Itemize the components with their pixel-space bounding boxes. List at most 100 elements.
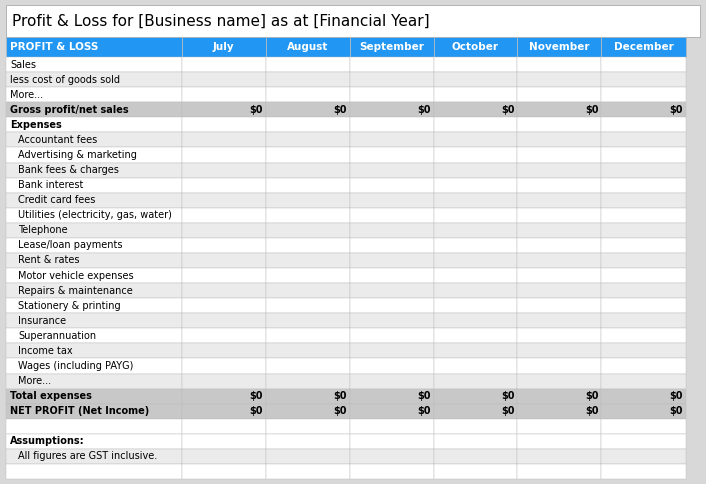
Text: November: November <box>530 42 590 52</box>
Text: Profit & Loss for [Business name] as at [Financial Year]: Profit & Loss for [Business name] as at … <box>12 14 430 29</box>
Bar <box>6 163 181 178</box>
Bar <box>6 464 181 479</box>
Bar <box>349 359 433 374</box>
Text: August: August <box>287 42 328 52</box>
Bar <box>433 313 517 328</box>
Bar <box>602 117 686 132</box>
Bar <box>349 57 433 72</box>
Bar <box>181 102 265 117</box>
Bar <box>517 223 602 238</box>
Text: $0: $0 <box>501 391 515 401</box>
Bar <box>602 464 686 479</box>
Bar <box>517 283 602 298</box>
Bar <box>349 208 433 223</box>
Text: September: September <box>359 42 424 52</box>
Text: Insurance: Insurance <box>18 316 66 326</box>
Bar <box>181 404 265 419</box>
Bar <box>433 193 517 208</box>
Bar <box>517 37 602 57</box>
Bar <box>517 238 602 253</box>
Text: Credit card fees: Credit card fees <box>18 195 95 205</box>
Bar <box>602 57 686 72</box>
Bar <box>6 72 181 87</box>
Bar <box>517 193 602 208</box>
Bar <box>517 117 602 132</box>
Text: PROFIT & LOSS: PROFIT & LOSS <box>10 42 98 52</box>
Bar <box>265 57 349 72</box>
Bar <box>6 87 181 102</box>
Bar <box>265 72 349 87</box>
Bar <box>6 404 181 419</box>
Bar <box>433 464 517 479</box>
Bar <box>517 419 602 434</box>
Text: Utilities (electricity, gas, water): Utilities (electricity, gas, water) <box>18 210 172 220</box>
Bar <box>265 223 349 238</box>
Bar <box>433 328 517 343</box>
Text: Income tax: Income tax <box>18 346 73 356</box>
Bar <box>6 434 181 449</box>
Text: July: July <box>213 42 234 52</box>
Bar <box>181 193 265 208</box>
Bar <box>517 87 602 102</box>
Bar <box>181 178 265 193</box>
Text: $0: $0 <box>669 406 683 416</box>
Bar <box>602 313 686 328</box>
Bar <box>265 343 349 359</box>
Bar <box>265 449 349 464</box>
Bar <box>6 132 181 148</box>
Bar <box>6 208 181 223</box>
Bar <box>181 268 265 283</box>
Text: Lease/loan payments: Lease/loan payments <box>18 241 123 250</box>
Bar <box>6 178 181 193</box>
Bar <box>433 178 517 193</box>
Bar <box>602 268 686 283</box>
Bar <box>517 449 602 464</box>
Text: Motor vehicle expenses: Motor vehicle expenses <box>18 271 133 281</box>
Bar <box>181 208 265 223</box>
Bar <box>181 298 265 313</box>
Text: All figures are GST inclusive.: All figures are GST inclusive. <box>18 452 157 461</box>
Bar <box>349 132 433 148</box>
Bar <box>6 374 181 389</box>
Bar <box>6 57 181 72</box>
Bar <box>433 449 517 464</box>
Bar <box>265 268 349 283</box>
Bar <box>433 389 517 404</box>
Bar <box>181 389 265 404</box>
Bar <box>181 374 265 389</box>
Text: $0: $0 <box>669 391 683 401</box>
Bar <box>6 5 700 37</box>
Bar <box>433 223 517 238</box>
Bar <box>433 208 517 223</box>
Bar <box>349 117 433 132</box>
Bar <box>181 223 265 238</box>
Bar <box>517 359 602 374</box>
Text: $0: $0 <box>585 391 599 401</box>
Bar <box>181 434 265 449</box>
Bar <box>433 37 517 57</box>
Bar <box>349 37 433 57</box>
Bar <box>181 72 265 87</box>
Bar <box>265 313 349 328</box>
Bar <box>181 117 265 132</box>
Text: Assumptions:: Assumptions: <box>10 436 85 446</box>
Bar <box>349 178 433 193</box>
Bar <box>602 72 686 87</box>
Bar <box>349 72 433 87</box>
Bar <box>265 148 349 163</box>
Bar <box>6 37 181 57</box>
Text: $0: $0 <box>249 391 263 401</box>
Text: NET PROFIT (Net Income): NET PROFIT (Net Income) <box>10 406 149 416</box>
Bar <box>181 253 265 268</box>
Bar <box>602 298 686 313</box>
Text: Sales: Sales <box>10 60 36 70</box>
Bar <box>517 132 602 148</box>
Bar <box>6 328 181 343</box>
Bar <box>349 283 433 298</box>
Bar <box>602 434 686 449</box>
Text: Wages (including PAYG): Wages (including PAYG) <box>18 361 133 371</box>
Bar <box>517 72 602 87</box>
Bar <box>181 57 265 72</box>
Text: $0: $0 <box>585 105 599 115</box>
Bar <box>265 283 349 298</box>
